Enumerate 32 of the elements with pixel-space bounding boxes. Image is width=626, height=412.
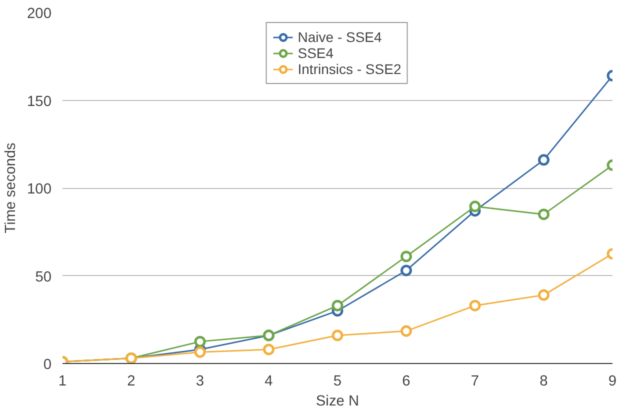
point [194,346,206,358]
x-tick-label: 2 [127,374,136,390]
x-tick-label: 5 [333,374,342,390]
legend-label: Intrinsics - SSE2 [298,61,402,77]
x-axis-title: Size N [316,394,360,410]
point [400,250,412,262]
y-tick-label: 100 [27,182,52,198]
x-tick-label: 8 [540,374,548,390]
x-tick-label: 7 [470,374,480,390]
x-tick-label: 3 [196,374,204,390]
x-tick-label: 6 [402,374,410,390]
point [469,200,481,212]
point [538,154,550,166]
point [469,300,481,312]
legend-label: SSE4 [298,45,334,61]
point [194,336,206,348]
y-tick-label: 200 [27,6,52,22]
point [538,289,550,301]
point [538,208,550,220]
point [332,300,344,312]
legend-label: Naive - SSE4 [298,29,382,45]
y-axis-title: Time seconds [3,142,20,234]
y-tick-label: 150 [27,94,52,110]
x-tick-label: 1 [58,374,67,390]
y-tick-label: 50 [35,269,52,286]
point [332,330,344,342]
x-tick-label: 9 [608,374,617,390]
point [263,344,274,356]
point [400,325,412,337]
y-tick-label: 0 [43,357,52,373]
point [400,264,412,276]
x-tick-label: 4 [264,374,273,390]
